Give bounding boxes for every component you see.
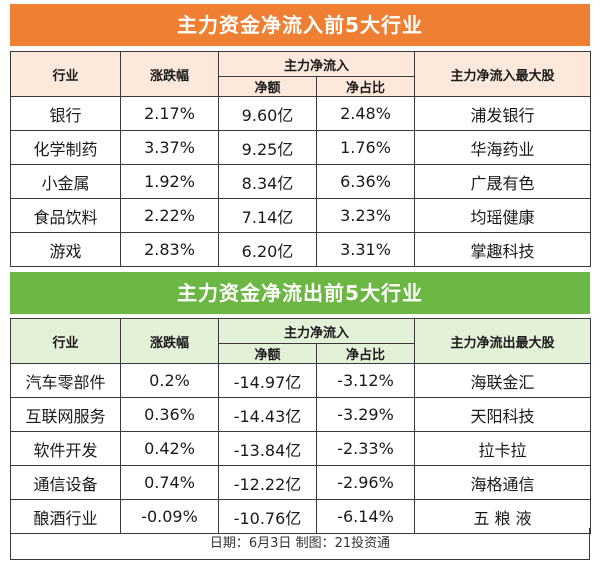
cell-change: 2.17%: [120, 96, 219, 131]
table-row: 通信设备 0.74% -12.22亿 -2.96% 海格通信: [10, 465, 592, 500]
table-row: 化学制药 3.37% 9.25亿 1.76% 华海药业: [10, 130, 592, 165]
table-row: 银行 2.17% 9.60亿 2.48% 浦发银行: [10, 96, 592, 131]
table-row: 酿酒行业 -0.09% -10.76亿 -6.14% 五 粮 液: [10, 499, 592, 534]
cell-change: 2.22%: [120, 198, 219, 233]
cell-change: 0.74%: [120, 465, 219, 500]
cell-industry: 互联网服务: [10, 397, 121, 432]
cell-industry: 汽车零部件: [10, 363, 121, 398]
cell-amount: 8.34亿: [218, 164, 317, 199]
cell-stock: 拉卡拉: [414, 431, 592, 466]
cell-stock: 海联金汇: [414, 363, 592, 398]
table-row: 互联网服务 0.36% -14.43亿 -3.29% 天阳科技: [10, 397, 592, 432]
outflow-title: 主力资金净流出前5大行业: [10, 272, 590, 314]
inflow-title: 主力资金净流入前5大行业: [10, 4, 590, 46]
cell-change: 1.92%: [120, 164, 219, 199]
cell-ratio: -3.29%: [315, 397, 416, 432]
cell-stock: 海格通信: [414, 465, 592, 500]
table-row: 软件开发 0.42% -13.84亿 -2.33% 拉卡拉: [10, 431, 592, 466]
cell-ratio: -6.14%: [315, 499, 416, 534]
cell-stock: 五 粮 液: [414, 499, 592, 534]
table-row: 游戏 2.83% 6.20亿 3.31% 掌趣科技: [10, 232, 592, 267]
cell-change: -0.09%: [120, 499, 219, 534]
table-row: 小金属 1.92% 8.34亿 6.36% 广晟有色: [10, 164, 592, 199]
subheader-row: 净额 净占比: [11, 343, 591, 364]
cell-ratio: 6.36%: [315, 164, 416, 199]
cell-amount: 6.20亿: [218, 232, 317, 267]
cell-change: 2.83%: [120, 232, 219, 267]
cell-industry: 小金属: [10, 164, 121, 199]
cell-amount: -14.97亿: [218, 363, 317, 398]
cell-industry: 软件开发: [10, 431, 121, 466]
cell-amount: 9.25亿: [218, 130, 317, 165]
header-change: 涨跌幅: [120, 318, 219, 364]
cell-industry: 游戏: [10, 232, 121, 267]
outflow-table: 行业 涨跌幅 主力净流入 主力净流出最大股 净额 净占比 汽车零部件 0.2% …: [10, 318, 592, 534]
header-net-ratio: 净占比: [315, 343, 416, 364]
cell-industry: 化学制药: [10, 130, 121, 165]
cell-ratio: 3.23%: [315, 198, 416, 233]
cell-amount: 7.14亿: [218, 198, 317, 233]
cell-ratio: -2.96%: [315, 465, 416, 500]
footer-note: 日期：6月3日 制图：21投资通: [10, 528, 590, 560]
header-industry: 行业: [10, 51, 121, 97]
cell-stock: 华海药业: [414, 130, 592, 165]
cell-amount: -13.84亿: [218, 431, 317, 466]
header-row: 行业 涨跌幅 主力净流入 主力净流入最大股: [10, 51, 592, 97]
cell-ratio: 2.48%: [315, 96, 416, 131]
cell-change: 0.36%: [120, 397, 219, 432]
cell-change: 0.42%: [120, 431, 219, 466]
cell-stock: 均瑶健康: [414, 198, 592, 233]
cell-industry: 银行: [10, 96, 121, 131]
header-net-ratio: 净占比: [315, 76, 416, 97]
header-top-stock: 主力净流出最大股: [414, 318, 592, 364]
header-change: 涨跌幅: [120, 51, 219, 97]
cell-industry: 酿酒行业: [10, 499, 121, 534]
table-row: 食品饮料 2.22% 7.14亿 3.23% 均瑶健康: [10, 198, 592, 233]
cell-amount: -12.22亿: [218, 465, 317, 500]
cell-ratio: 3.31%: [315, 232, 416, 267]
header-net-amount: 净额: [218, 76, 317, 97]
table-row: 汽车零部件 0.2% -14.97亿 -3.12% 海联金汇: [10, 363, 592, 398]
cell-ratio: 1.76%: [315, 130, 416, 165]
header-net-group: 主力净流入: [217, 51, 416, 77]
cell-stock: 天阳科技: [414, 397, 592, 432]
subheader-row: 净额 净占比: [11, 76, 591, 97]
header-row: 行业 涨跌幅 主力净流入 主力净流出最大股: [10, 318, 592, 364]
header-top-stock: 主力净流入最大股: [414, 51, 592, 97]
inflow-table: 行业 涨跌幅 主力净流入 主力净流入最大股 净额 净占比 银行 2.17% 9.…: [10, 51, 592, 267]
header-net-amount: 净额: [218, 343, 317, 364]
cell-stock: 广晟有色: [414, 164, 592, 199]
cell-stock: 掌趣科技: [414, 232, 592, 267]
cell-change: 0.2%: [120, 363, 219, 398]
cell-amount: -14.43亿: [218, 397, 317, 432]
cell-change: 3.37%: [120, 130, 219, 165]
cell-amount: 9.60亿: [218, 96, 317, 131]
cell-stock: 浦发银行: [414, 96, 592, 131]
cell-industry: 食品饮料: [10, 198, 121, 233]
cell-ratio: -2.33%: [315, 431, 416, 466]
cell-industry: 通信设备: [10, 465, 121, 500]
header-industry: 行业: [10, 318, 121, 364]
header-net-group: 主力净流入: [217, 318, 416, 344]
cell-ratio: -3.12%: [315, 363, 416, 398]
